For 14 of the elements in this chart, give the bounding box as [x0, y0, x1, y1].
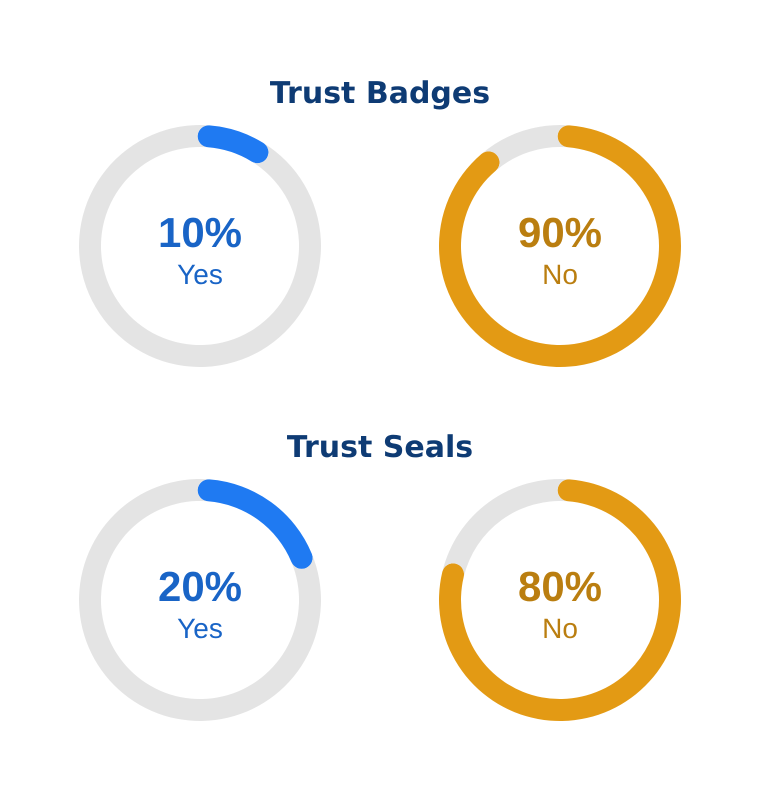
data-label: 10% [158, 209, 242, 256]
chart-title: Trust Seals [286, 430, 474, 465]
donut-slice [79, 479, 321, 721]
donut-slice [198, 125, 268, 164]
donut-slice [79, 125, 321, 367]
slice-label: Yes [177, 259, 223, 290]
chart-title: Trust Badges [270, 76, 490, 111]
donut-slice [198, 479, 313, 569]
slice-label: Yes [177, 613, 223, 644]
slice-label: No [542, 613, 578, 644]
data-label: 90% [518, 209, 602, 256]
data-label: 80% [518, 563, 602, 610]
data-label: 20% [158, 563, 242, 610]
slice-label: No [542, 259, 578, 290]
